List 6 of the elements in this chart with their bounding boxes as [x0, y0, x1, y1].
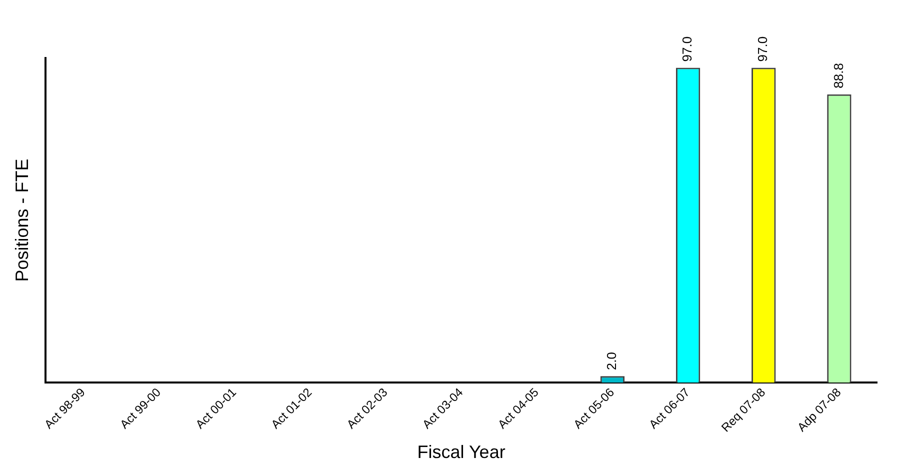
data-label: 88.8: [830, 63, 846, 88]
y-axis-title: Positions - FTE: [12, 158, 32, 282]
data-label: 2.0: [604, 352, 620, 370]
x-axis-title: Fiscal Year: [417, 442, 506, 462]
data-label: 97.0: [680, 36, 695, 62]
data-label: 97.0: [755, 36, 770, 62]
